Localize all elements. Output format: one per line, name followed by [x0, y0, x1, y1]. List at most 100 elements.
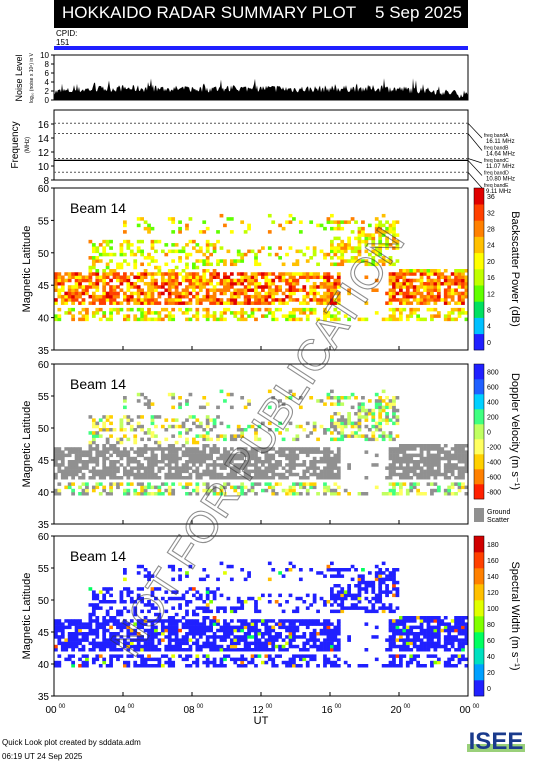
heatmap-cell — [60, 644, 65, 649]
heatmap-cell — [333, 628, 338, 633]
heatmap-cell — [209, 453, 213, 458]
heatmap-cell — [326, 298, 331, 302]
heatmap-cell — [91, 612, 96, 617]
heatmap-cell — [392, 625, 396, 630]
heatmap-cell — [295, 606, 300, 610]
heatmap-cell — [399, 476, 403, 480]
heatmap-cell — [271, 298, 276, 302]
heatmap-cell — [326, 272, 331, 276]
heatmap-cell — [430, 638, 434, 642]
heatmap-cell — [133, 612, 138, 617]
heatmap-cell — [205, 664, 210, 668]
lat-ytick-label: 45 — [38, 456, 50, 467]
heatmap-cell — [419, 460, 424, 464]
heatmap-cell — [147, 577, 151, 582]
heatmap-cell — [267, 648, 272, 652]
heatmap-cell — [323, 574, 327, 578]
heatmap-cell — [361, 606, 365, 610]
heatmap-cell — [54, 628, 58, 633]
heatmap-cell — [240, 635, 245, 639]
heatmap-cell — [330, 590, 334, 594]
heatmap-cell — [457, 269, 462, 273]
heatmap-cell — [364, 648, 369, 652]
heatmap-cell — [81, 492, 86, 496]
heatmap-cell — [381, 492, 386, 496]
heatmap-cell — [416, 307, 420, 312]
heatmap-cell — [430, 488, 434, 493]
heatmap-cell — [336, 590, 341, 594]
heatmap-cell — [388, 648, 393, 652]
heatmap-cell — [247, 275, 251, 280]
heatmap-cell — [254, 628, 258, 633]
heatmap-cell — [354, 434, 358, 438]
heatmap-cell — [385, 590, 389, 594]
heatmap-cell — [229, 405, 234, 410]
heatmap-cell — [288, 272, 293, 276]
heatmap-cell — [278, 603, 282, 607]
heatmap-cell — [288, 281, 293, 286]
heatmap-cell — [91, 294, 96, 299]
heatmap-cell — [330, 249, 334, 254]
heatmap-cell — [178, 226, 182, 231]
heatmap-cell — [295, 596, 300, 601]
heatmap-cell — [185, 600, 189, 604]
heatmap-cell — [261, 644, 265, 649]
heatmap-cell — [433, 463, 438, 467]
heatmap-cell — [167, 625, 172, 630]
heatmap-cell — [91, 644, 96, 649]
heatmap-cell — [430, 469, 434, 474]
heatmap-cell — [185, 466, 189, 470]
heatmap-cell — [109, 632, 113, 636]
heatmap-cell — [333, 638, 338, 642]
heatmap-cell — [430, 472, 434, 477]
heatmap-cell — [109, 307, 113, 312]
heatmap-cell — [364, 259, 369, 263]
freq-band-value: 9.11 MHz — [486, 189, 511, 195]
heatmap-cell — [136, 399, 141, 403]
heatmap-cell — [126, 275, 131, 280]
heatmap-cell — [119, 428, 124, 432]
heatmap-cell — [150, 239, 155, 244]
heatmap-cell — [60, 469, 65, 474]
heatmap-cell — [236, 638, 241, 642]
heatmap-cell — [316, 272, 320, 276]
heatmap-cell — [140, 311, 144, 315]
heatmap-cell — [274, 466, 279, 470]
heatmap-cell — [129, 632, 134, 636]
colorbar-tick-label: 0 — [487, 430, 491, 437]
heatmap-cell — [178, 606, 182, 610]
heatmap-cell — [388, 281, 393, 286]
heatmap-cell — [119, 622, 124, 626]
heatmap-cell — [160, 654, 165, 658]
heatmap-cell — [119, 262, 124, 267]
heatmap-cell — [157, 660, 162, 665]
heatmap-cell — [198, 421, 203, 426]
heatmap-cell — [81, 622, 86, 626]
heatmap-cell — [181, 635, 186, 639]
heatmap-cell — [409, 285, 414, 289]
heatmap-cell — [340, 437, 345, 442]
heatmap-cell — [312, 593, 317, 598]
heatmap-cell — [154, 278, 158, 283]
heatmap-cell — [374, 405, 379, 410]
heatmap-cell — [264, 476, 269, 480]
heatmap-cell — [312, 472, 317, 477]
heatmap-cell — [236, 317, 241, 322]
heatmap-cell — [426, 307, 431, 312]
heatmap-cell — [298, 311, 303, 315]
heatmap-cell — [240, 638, 245, 642]
heatmap-cell — [288, 492, 293, 496]
heatmap-cell — [212, 593, 217, 598]
heatmap-cell — [188, 564, 193, 569]
heatmap-cell — [388, 275, 393, 280]
heatmap-cell — [361, 574, 365, 578]
heatmap-cell — [129, 596, 134, 601]
heatmap-cell — [185, 428, 189, 432]
heatmap-cell — [150, 301, 155, 305]
heatmap-cell — [243, 619, 248, 623]
heatmap-cell — [395, 421, 400, 426]
heatmap-cell — [123, 434, 127, 438]
heatmap-cell — [243, 447, 248, 451]
heatmap-cell — [88, 619, 93, 623]
heatmap-cell — [54, 664, 58, 668]
